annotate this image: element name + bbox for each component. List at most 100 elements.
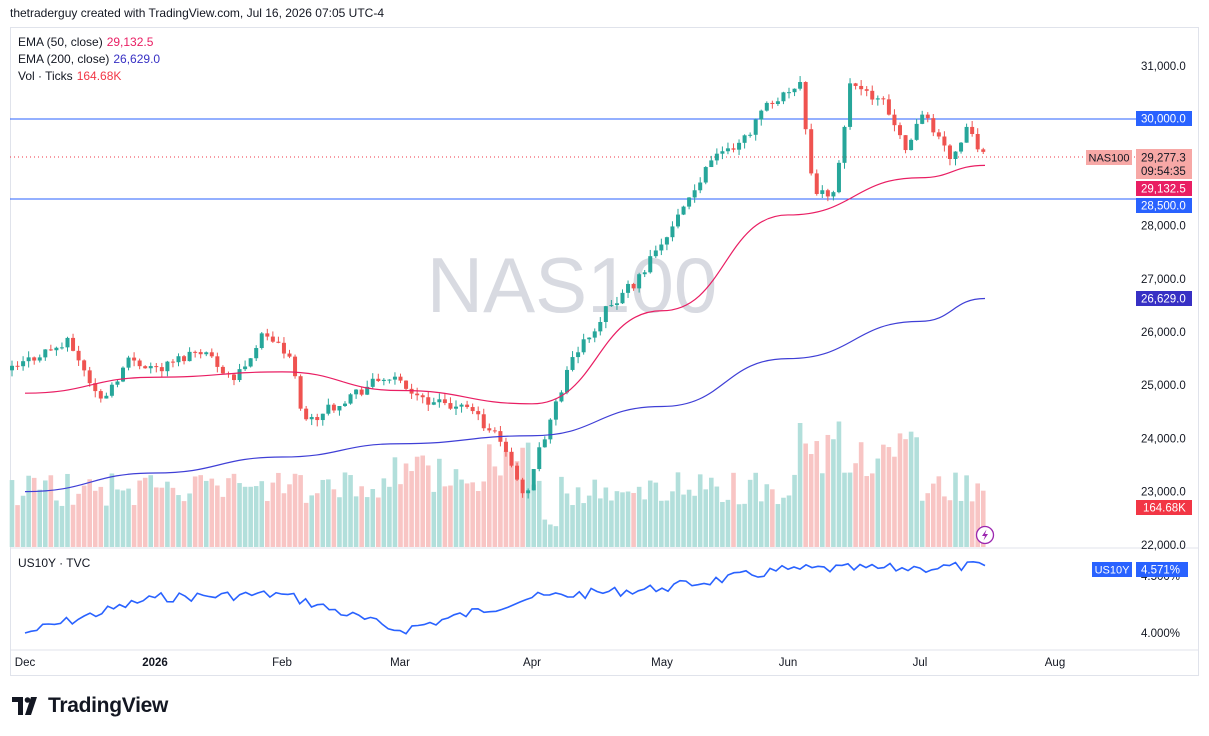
candle[interactable] [115, 379, 120, 388]
candle[interactable] [953, 151, 958, 166]
candle[interactable] [753, 118, 758, 141]
ema50-line[interactable] [24, 164, 986, 405]
candle[interactable] [842, 125, 847, 169]
candle[interactable] [65, 336, 70, 352]
candle[interactable] [681, 205, 686, 216]
candle[interactable] [609, 299, 614, 307]
candle[interactable] [920, 110, 925, 125]
candle[interactable] [820, 185, 825, 199]
candle[interactable] [281, 337, 286, 359]
candle[interactable] [293, 354, 298, 379]
candle[interactable] [276, 336, 281, 344]
candlesticks[interactable] [10, 76, 986, 499]
candle[interactable] [287, 349, 292, 359]
candle[interactable] [193, 350, 198, 358]
candle[interactable] [648, 249, 653, 274]
candle[interactable] [714, 148, 719, 165]
candle[interactable] [437, 393, 442, 408]
candle[interactable] [870, 85, 875, 105]
candle[interactable] [692, 184, 697, 203]
candle[interactable] [232, 373, 236, 386]
candle[interactable] [809, 123, 814, 176]
candle[interactable] [398, 373, 403, 384]
candle[interactable] [320, 413, 325, 426]
candle[interactable] [392, 372, 397, 385]
candle[interactable] [109, 382, 114, 398]
candle[interactable] [59, 342, 64, 350]
candle[interactable] [220, 365, 225, 375]
candle[interactable] [43, 349, 48, 361]
candle[interactable] [515, 462, 520, 482]
candle[interactable] [243, 360, 248, 371]
candle[interactable] [182, 354, 187, 365]
lightning-icon[interactable] [975, 525, 995, 545]
candle[interactable] [409, 383, 414, 399]
candle[interactable] [126, 355, 131, 371]
candle[interactable] [459, 403, 464, 413]
candle[interactable] [454, 400, 458, 416]
candle[interactable] [764, 101, 769, 112]
candle[interactable] [964, 123, 969, 143]
candle[interactable] [21, 356, 26, 371]
candle[interactable] [587, 337, 592, 343]
candle[interactable] [420, 393, 425, 404]
candle[interactable] [76, 345, 81, 366]
candle[interactable] [381, 378, 386, 386]
candle[interactable] [431, 397, 436, 406]
candle[interactable] [298, 374, 303, 411]
candle[interactable] [159, 362, 164, 378]
candle[interactable] [698, 177, 703, 194]
candle[interactable] [936, 129, 941, 140]
candle[interactable] [492, 427, 497, 434]
candle[interactable] [448, 397, 453, 410]
candle[interactable] [148, 362, 153, 374]
candle[interactable] [32, 356, 37, 365]
candle[interactable] [343, 401, 347, 408]
candle[interactable] [15, 361, 20, 371]
candle[interactable] [737, 139, 742, 156]
candle[interactable] [792, 88, 797, 97]
price-axis[interactable]: 22,000.0 23,000.0 24,000.0 25,000.0 26,000.0… [1141, 61, 1186, 552]
candle[interactable] [576, 346, 581, 364]
candle[interactable] [537, 442, 542, 472]
candle[interactable] [387, 379, 392, 384]
candle[interactable] [465, 400, 470, 409]
candle[interactable] [626, 280, 631, 298]
candle[interactable] [975, 128, 980, 153]
candle[interactable] [664, 236, 669, 251]
candle[interactable] [104, 392, 109, 399]
candle[interactable] [775, 97, 780, 106]
candle[interactable] [442, 393, 447, 406]
candle[interactable] [520, 477, 525, 498]
candle[interactable] [143, 365, 148, 369]
candle[interactable] [731, 143, 736, 153]
candle[interactable] [676, 208, 680, 229]
candle[interactable] [187, 347, 192, 362]
candle[interactable] [165, 360, 170, 377]
candle[interactable] [326, 398, 331, 416]
candle[interactable] [859, 80, 864, 96]
candle[interactable] [404, 380, 409, 391]
candle[interactable] [526, 488, 531, 499]
candle[interactable] [204, 351, 209, 357]
candle[interactable] [642, 270, 647, 278]
legend-ema50[interactable]: EMA (50, close) 29,132.5 [18, 34, 160, 51]
candle[interactable] [254, 345, 259, 362]
candle[interactable] [703, 166, 708, 185]
candle[interactable] [659, 238, 664, 256]
candle[interactable] [265, 328, 270, 341]
candle[interactable] [348, 393, 353, 405]
candle[interactable] [781, 91, 786, 105]
candle[interactable] [98, 389, 103, 403]
candle[interactable] [603, 305, 608, 329]
candle[interactable] [942, 131, 947, 152]
candle[interactable] [93, 378, 98, 398]
candle[interactable] [631, 282, 636, 291]
candle[interactable] [770, 100, 775, 109]
candle[interactable] [553, 398, 558, 426]
candle[interactable] [864, 86, 869, 97]
candle[interactable] [10, 360, 14, 377]
candle[interactable] [470, 403, 475, 415]
candle[interactable] [315, 413, 320, 427]
